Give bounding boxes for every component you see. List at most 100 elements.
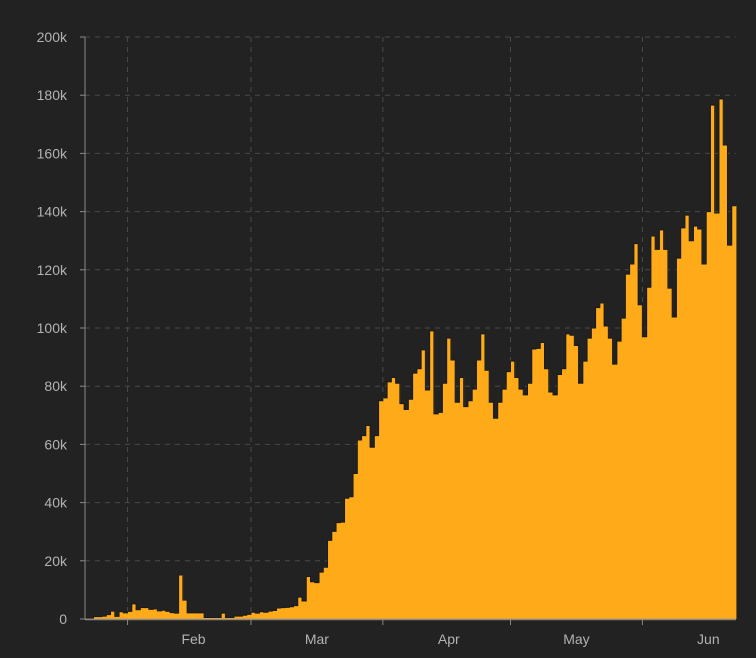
- bar: [272, 610, 277, 619]
- bar: [293, 605, 299, 619]
- y-tick-label: 140k: [37, 204, 68, 220]
- bar: [140, 607, 145, 619]
- y-tick-label: 160k: [37, 145, 68, 161]
- bar: [578, 383, 584, 619]
- bar: [582, 361, 588, 619]
- bar: [527, 383, 533, 619]
- x-tick-label: Mar: [305, 631, 329, 647]
- bar: [170, 612, 175, 619]
- bar: [127, 611, 133, 619]
- bar: [97, 616, 103, 619]
- y-tick-label: 60k: [44, 436, 68, 452]
- bar: [663, 249, 669, 619]
- bar: [323, 567, 328, 619]
- bar: [667, 288, 673, 619]
- bar: [246, 614, 252, 619]
- bar: [306, 576, 311, 619]
- y-axis-ticks: 0 20k 40k 60k 80k 100k 120k 140k 160k 180k 200k: [37, 29, 85, 627]
- bar: [289, 606, 294, 619]
- bar: [714, 213, 720, 619]
- bar: [182, 600, 188, 619]
- bar: [102, 616, 107, 619]
- bar: [187, 612, 192, 619]
- bar: [629, 263, 635, 619]
- bar: [340, 522, 345, 619]
- bar: [710, 105, 716, 620]
- bar: [284, 607, 290, 619]
- bar: [493, 418, 499, 619]
- bar: [174, 613, 180, 619]
- x-tick-label: May: [563, 631, 589, 647]
- bar: [561, 368, 567, 619]
- bar: [672, 316, 677, 619]
- bar: [621, 318, 626, 619]
- bar: [510, 361, 516, 619]
- bar: [718, 98, 724, 619]
- bar: [523, 394, 528, 619]
- bar: [259, 611, 265, 619]
- bar: [591, 328, 596, 619]
- bar: [161, 610, 167, 619]
- bar: [616, 341, 622, 619]
- bar: [199, 612, 205, 619]
- bar: [587, 338, 592, 619]
- bar: [595, 307, 601, 619]
- bar: [353, 473, 358, 619]
- bar: [178, 575, 184, 619]
- bar: [233, 616, 239, 619]
- bar: [361, 435, 367, 619]
- bar: [123, 612, 128, 619]
- y-tick-label: 180k: [37, 87, 68, 103]
- bar: [638, 304, 643, 619]
- bar: [416, 368, 422, 619]
- x-tick-label: Apr: [438, 631, 460, 647]
- bar: [612, 364, 618, 619]
- bar: [531, 348, 537, 619]
- bar: [519, 389, 524, 619]
- bar: [450, 360, 456, 619]
- x-axis-ticks: Feb Mar Apr May Jun: [127, 619, 720, 647]
- bar: [314, 582, 320, 619]
- bar: [412, 373, 418, 619]
- bar: [374, 435, 379, 619]
- bar: [310, 581, 316, 619]
- bar: [119, 611, 124, 619]
- bar: [208, 617, 214, 619]
- bar: [697, 229, 703, 619]
- y-tick-label: 80k: [44, 378, 68, 394]
- bar: [646, 287, 652, 619]
- bar: [680, 227, 686, 619]
- bar: [319, 572, 324, 619]
- bar: [557, 374, 562, 619]
- bar-outline: [85, 98, 736, 619]
- bar: [727, 245, 733, 619]
- bar: [212, 617, 218, 619]
- bar: [540, 342, 545, 619]
- bar: [238, 616, 243, 619]
- bar: [608, 338, 614, 619]
- bar: [157, 610, 162, 619]
- bar: [463, 406, 469, 619]
- bar: [404, 409, 409, 619]
- bar: [378, 400, 384, 619]
- bar: [242, 615, 248, 619]
- bar: [421, 349, 426, 619]
- x-tick-label: Jun: [697, 631, 720, 647]
- bar: [229, 617, 235, 619]
- bar: [659, 229, 665, 620]
- bar: [455, 402, 460, 619]
- bar: [484, 370, 490, 619]
- y-tick-label: 0: [59, 611, 67, 627]
- bar: [280, 607, 286, 619]
- bar: [382, 397, 388, 619]
- y-tick-label: 120k: [37, 262, 68, 278]
- bar: [336, 522, 341, 619]
- bar: [438, 412, 443, 619]
- bar: [344, 498, 350, 619]
- bar: [676, 258, 682, 619]
- bar: [327, 540, 333, 619]
- bar: [604, 325, 609, 619]
- bar: [570, 335, 575, 619]
- bar: [365, 425, 371, 619]
- bar: [731, 205, 737, 619]
